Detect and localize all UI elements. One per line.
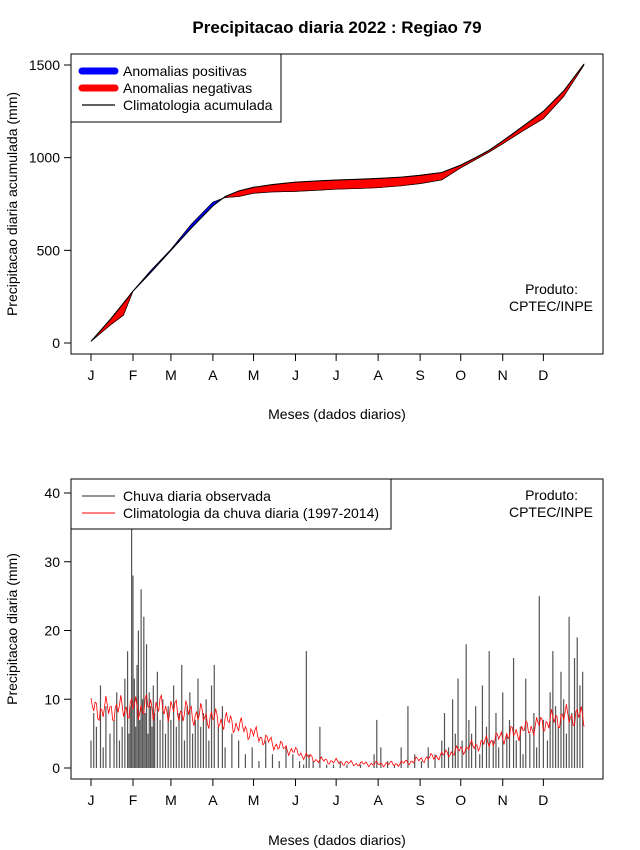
y-tick-label: 500 [37, 242, 61, 258]
x-tick-label: N [498, 367, 508, 383]
negative-anomaly-segment [360, 178, 379, 189]
legend-label-observed: Chuva diaria observada [123, 488, 271, 504]
y-tick-label: 40 [44, 485, 60, 501]
negative-anomaly-segment [335, 178, 361, 190]
x-tick-label: D [538, 367, 548, 383]
accumulated-legend: Anomalias positivas Anomalias negativas … [70, 53, 282, 123]
x-tick-label: M [248, 792, 260, 808]
x-tick-label: O [455, 367, 466, 383]
y-tick-label: 20 [44, 623, 60, 639]
x-tick-label: M [248, 367, 260, 383]
y-tick-label: 10 [44, 691, 60, 707]
y-tick-label: 1000 [29, 150, 60, 166]
accumulated-annotation-line1: Produto: [525, 281, 578, 297]
x-tick-label: J [333, 367, 340, 383]
x-tick-label: A [208, 367, 218, 383]
x-tick-label: S [415, 792, 424, 808]
negative-anomaly-segment [441, 164, 462, 181]
x-tick-label: F [129, 792, 138, 808]
x-tick-label: A [208, 792, 218, 808]
figure-title: Precipitacao diaria 2022 : Regiao 79 [192, 18, 481, 37]
y-tick-label: 1500 [29, 57, 60, 73]
daily-chart: 0 10 20 30 40 J F M A M J J A S O N D Precipitacao diar… [4, 478, 604, 848]
daily-legend: Chuva diaria observada Climatologia da c… [70, 478, 392, 530]
accumulated-lines [90, 63, 585, 342]
x-tick-label: M [165, 367, 177, 383]
y-tick-label: 30 [44, 554, 60, 570]
x-tick-label: S [415, 367, 424, 383]
daily-annotation-line2: CPTEC/INPE [509, 504, 593, 520]
daily-legend-box [70, 478, 392, 530]
legend-label-climatology: Climatologia acumulada [123, 97, 273, 113]
observed-accumulated-line [90, 64, 585, 342]
x-tick-label: M [165, 792, 177, 808]
daily-observed-bars [90, 527, 584, 768]
x-tick-label: J [292, 367, 299, 383]
y-tick-label: 0 [52, 760, 60, 776]
legend-box [70, 53, 282, 123]
negative-anomaly-segment [522, 110, 544, 132]
daily-climatology-series [90, 693, 585, 768]
negative-anomaly-segment [319, 179, 337, 191]
accumulated-annotation-line2: CPTEC/INPE [509, 298, 593, 314]
x-tick-label: J [88, 367, 95, 383]
x-tick-label: J [333, 792, 340, 808]
daily-annotation-line1: Produto: [525, 487, 578, 503]
x-tick-label: A [373, 367, 383, 383]
daily-climatology-line [90, 693, 585, 768]
accumulated-chart: 0 500 1000 1500 J F M A M J J A S O N D Precipitacao d… [4, 53, 604, 422]
legend-label-positive: Anomalias positivas [123, 63, 247, 79]
legend-label-negative: Anomalias negativas [123, 80, 252, 96]
climatology-accumulated-line [90, 63, 585, 342]
x-tick-label: J [88, 792, 95, 808]
daily-y-axis: 0 10 20 30 40 [44, 485, 72, 776]
daily-y-label: Precipitacao diaria (mm) [4, 553, 20, 705]
x-tick-label: A [373, 792, 383, 808]
accumulated-y-axis: 0 500 1000 1500 [29, 57, 72, 351]
x-tick-label: D [538, 792, 548, 808]
x-tick-label: F [129, 367, 138, 383]
x-tick-label: J [292, 792, 299, 808]
negative-anomaly-segment [543, 90, 564, 120]
x-tick-label: O [455, 792, 466, 808]
accumulated-x-label: Meses (dados diarios) [268, 406, 406, 422]
daily-x-label: Meses (dados diarios) [268, 832, 406, 848]
x-tick-label: N [498, 792, 508, 808]
legend-label-daily-climatology: Climatologia da chuva diaria (1997-2014) [123, 505, 379, 521]
y-tick-label: 0 [52, 335, 60, 351]
accumulated-y-label: Precipitacao diaria acumulada (mm) [4, 92, 20, 316]
